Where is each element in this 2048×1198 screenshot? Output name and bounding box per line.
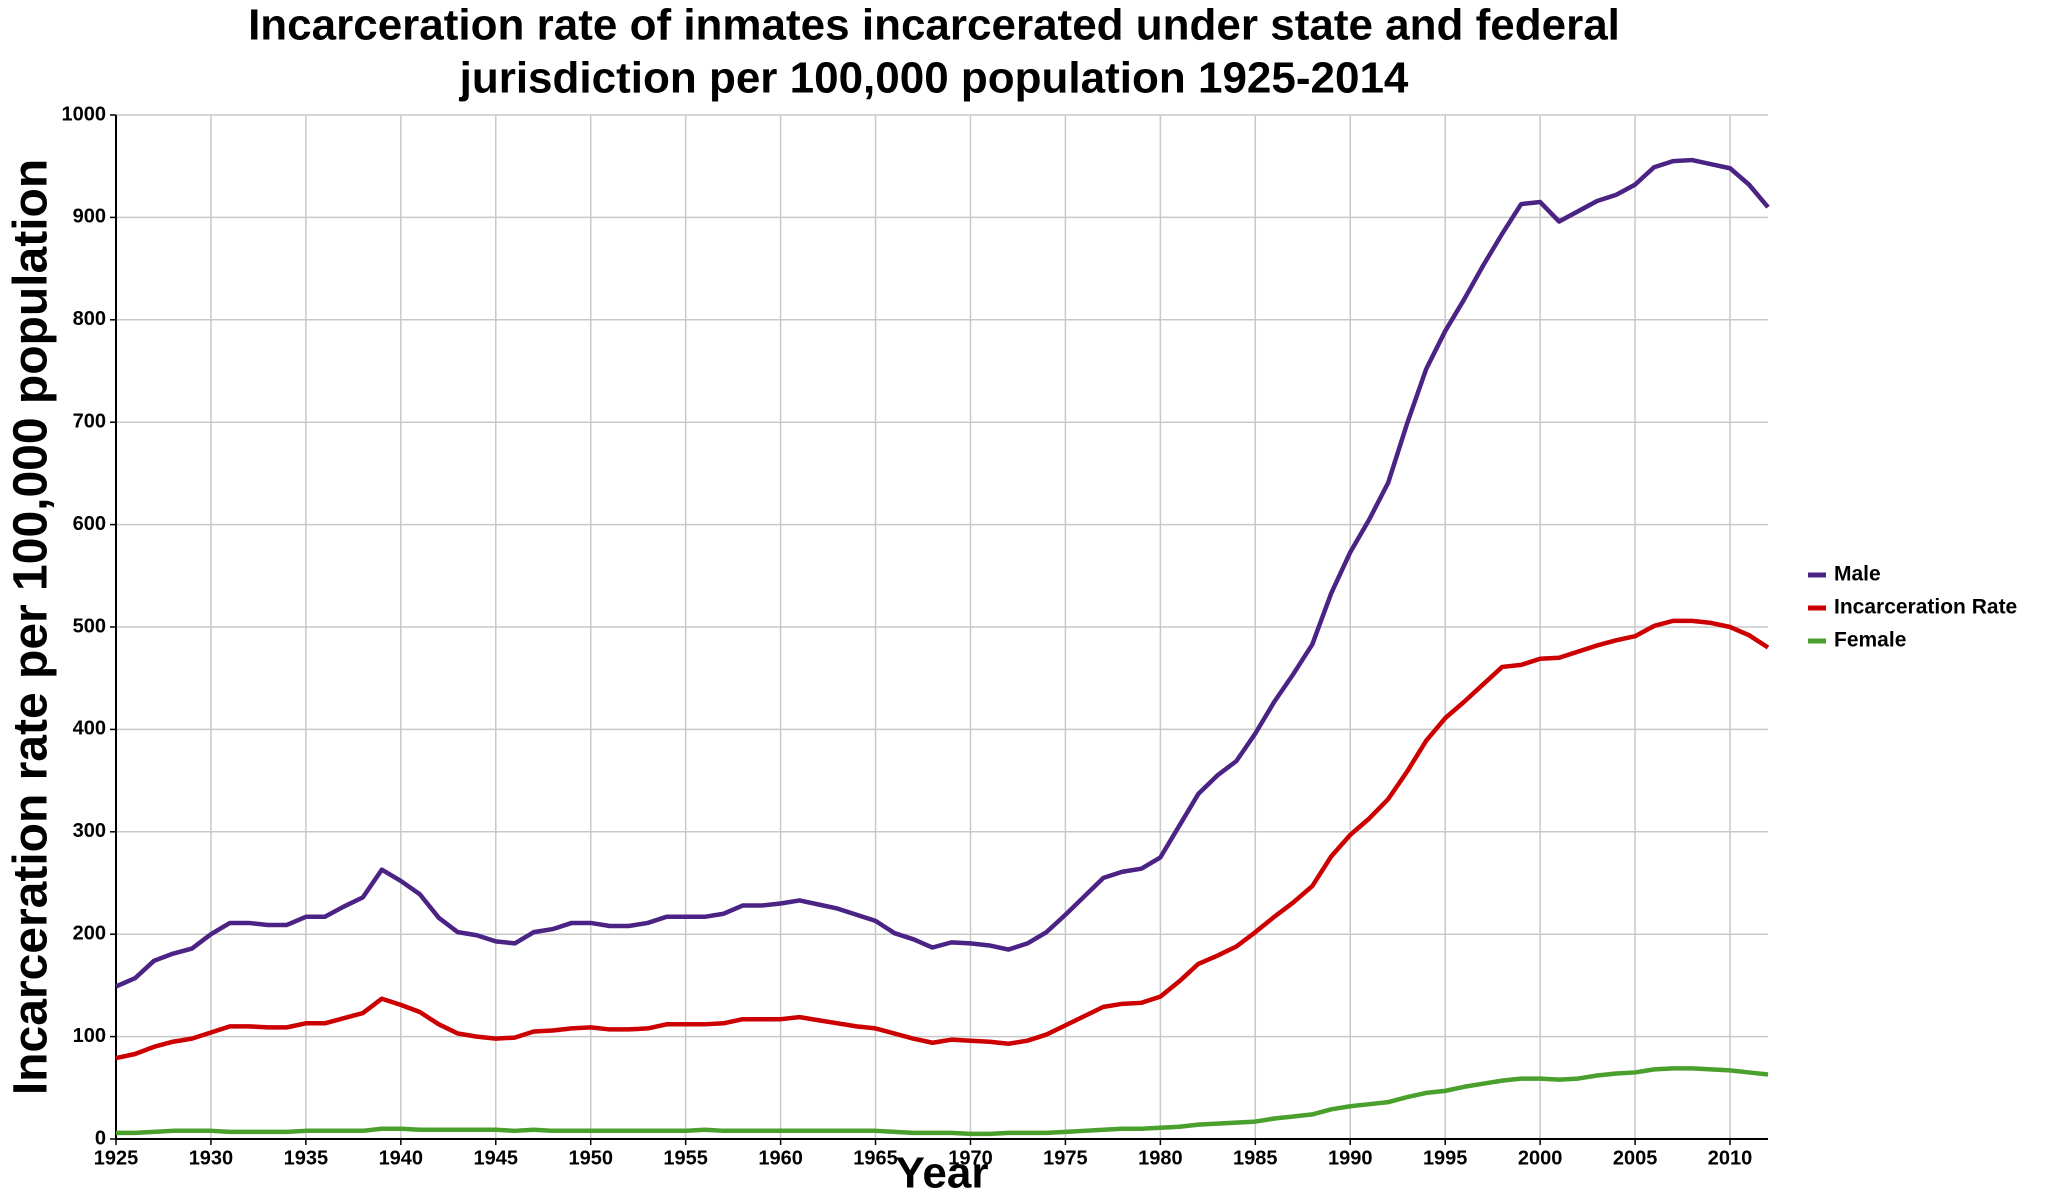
x-tick-label: 2000 xyxy=(1518,1147,1563,1169)
legend-label: Male xyxy=(1834,563,1881,586)
y-tick-label: 1000 xyxy=(62,103,107,125)
y-tick-label: 800 xyxy=(73,308,106,330)
y-axis-label: Incarceration rate per 100,000 populatio… xyxy=(5,159,58,1095)
legend-label: Female xyxy=(1834,629,1906,652)
x-tick-label: 1940 xyxy=(379,1147,424,1169)
x-tick-label: 1930 xyxy=(189,1147,234,1169)
x-tick-label: 1970 xyxy=(948,1147,993,1169)
x-tick-label: 1960 xyxy=(758,1147,803,1169)
x-tick-label: 1990 xyxy=(1328,1147,1373,1169)
x-tick-label: 1925 xyxy=(94,1147,139,1169)
chart-title: Incarceration rate of inmates incarcerat… xyxy=(248,1,1620,50)
y-tick-label: 500 xyxy=(73,615,106,637)
x-tick-label: 1975 xyxy=(1043,1147,1088,1169)
y-tick-label: 900 xyxy=(73,206,106,228)
x-tick-label: 2010 xyxy=(1708,1147,1753,1169)
data-line xyxy=(116,1066,1769,1137)
chart-title: jurisdiction per 100,000 population 1925… xyxy=(459,54,1409,103)
data-line xyxy=(115,618,1770,1061)
x-tick-label: 1935 xyxy=(284,1147,329,1169)
x-tick-label: 1950 xyxy=(568,1147,613,1169)
x-tick-label: 1965 xyxy=(853,1147,898,1169)
x-axis-label: Year xyxy=(896,1149,989,1198)
x-tick-label: 1955 xyxy=(663,1147,708,1169)
y-tick-label: 300 xyxy=(73,820,106,842)
y-tick-label: 600 xyxy=(73,513,106,535)
y-tick-label: 700 xyxy=(73,410,106,432)
x-tick-label: 1995 xyxy=(1423,1147,1468,1169)
y-tick-label: 100 xyxy=(73,1025,106,1047)
legend-label: Incarceration Rate xyxy=(1834,596,2017,619)
data-line xyxy=(115,157,1770,989)
x-tick-label: 2005 xyxy=(1613,1147,1658,1169)
x-tick-label: 1945 xyxy=(474,1147,519,1169)
x-tick-label: 1985 xyxy=(1233,1147,1278,1169)
y-tick-label: 0 xyxy=(95,1127,106,1149)
y-tick-label: 400 xyxy=(73,718,106,740)
x-tick-label: 1980 xyxy=(1138,1147,1183,1169)
y-tick-label: 200 xyxy=(73,922,106,944)
